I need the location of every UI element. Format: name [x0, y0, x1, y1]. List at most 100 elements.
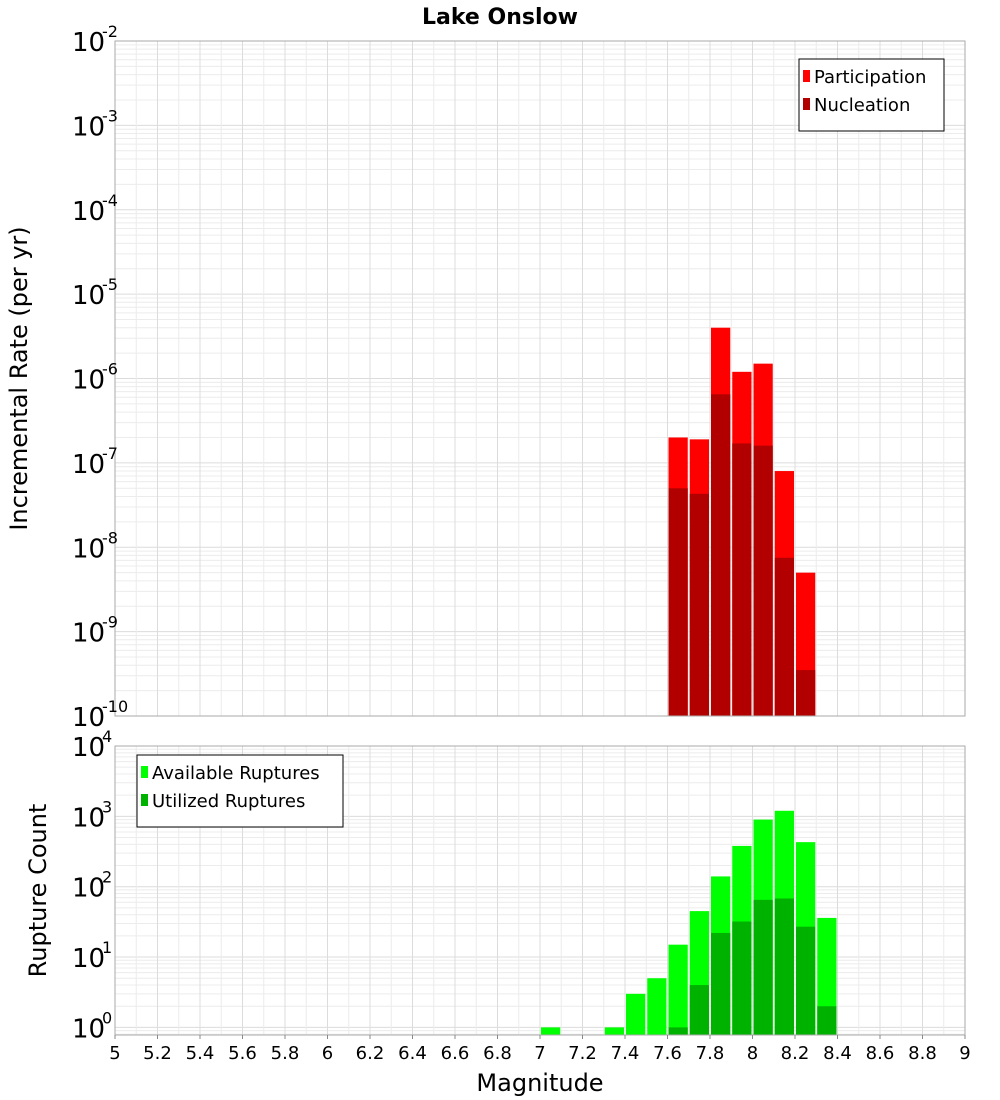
x-tick-label: 7.8	[696, 1043, 725, 1064]
top-plot-frame	[114, 40, 966, 717]
x-tick-label: 8	[747, 1043, 758, 1064]
tick-base: 10	[72, 944, 105, 974]
tick-exponent: -2	[102, 22, 118, 41]
bottom-bar-utilized-ruptures	[774, 898, 794, 1035]
x-tick-label: 9	[959, 1043, 970, 1064]
tick-exponent: -3	[102, 106, 118, 125]
tick-base: 10	[72, 281, 105, 311]
tick-base: 10	[72, 28, 105, 58]
bottom-bar-available-ruptures	[647, 978, 667, 1035]
x-tick-label: 6.4	[398, 1043, 427, 1064]
bottom-y-tick-label: 102	[72, 868, 112, 904]
tick-base: 10	[72, 534, 105, 564]
tick-exponent: 1	[102, 938, 112, 957]
top-y-axis-label: Incremental Rate (per yr)	[5, 226, 33, 530]
bottom-y-tick-label: 103	[72, 797, 112, 833]
top-gridlines	[114, 40, 966, 717]
top-bar-nucleation	[774, 557, 794, 716]
bottom-bar-available-ruptures	[604, 1027, 624, 1035]
top-bars	[668, 327, 816, 716]
tick-base: 10	[72, 366, 105, 396]
bottom-legend-label: Available Ruptures	[152, 763, 320, 784]
tick-exponent: -5	[102, 275, 118, 294]
top-y-tick-label: 10-5	[72, 275, 118, 311]
tick-base: 10	[72, 733, 105, 763]
tick-exponent: -8	[102, 528, 118, 547]
top-bar-nucleation	[753, 445, 773, 716]
tick-exponent: -10	[102, 697, 128, 716]
x-tick-label: 5.8	[271, 1043, 300, 1064]
bottom-bar-available-ruptures	[626, 993, 646, 1035]
bottom-bar-utilized-ruptures	[732, 921, 752, 1035]
x-tick-label: 8.2	[781, 1043, 810, 1064]
x-tick-label: 5.4	[186, 1043, 215, 1064]
tick-exponent: -6	[102, 360, 118, 379]
top-legend-label: Nucleation	[814, 95, 910, 116]
tick-exponent: 0	[102, 1008, 112, 1027]
bottom-y-tick-label: 101	[72, 938, 112, 974]
x-tick-label: 8.4	[823, 1043, 852, 1064]
bottom-legend: Available Ruptures Utilized Ruptures	[136, 754, 344, 828]
tick-base: 10	[72, 619, 105, 649]
x-tick-label: 6.6	[441, 1043, 470, 1064]
bottom-y-tick-label: 104	[72, 727, 112, 763]
tick-base: 10	[72, 1014, 105, 1044]
bottom-bar-utilized-ruptures	[689, 985, 709, 1035]
bottom-y-axis-label: Rupture Count	[24, 804, 52, 978]
top-bar-nucleation	[668, 488, 688, 716]
tick-exponent: 4	[102, 727, 112, 746]
top-y-tick-label: 10-10	[72, 697, 128, 733]
x-tick-label: 7.2	[568, 1043, 597, 1064]
top-y-tick-label: 10-9	[72, 613, 118, 649]
top-bar-nucleation	[732, 443, 752, 716]
tick-exponent: -7	[102, 444, 118, 463]
x-tick-label: 5.2	[143, 1043, 172, 1064]
bottom-bar-utilized-ruptures	[753, 899, 773, 1035]
top-bar-nucleation	[689, 493, 709, 716]
top-y-tick-label: 10-6	[72, 360, 118, 396]
bottom-bar-available-ruptures	[817, 917, 837, 1035]
tick-base: 10	[72, 112, 105, 142]
top-y-tick-label: 10-4	[72, 191, 118, 227]
top-legend-label: Participation	[814, 67, 926, 88]
top-y-tick-label: 10-7	[72, 444, 118, 480]
bottom-legend-swatch	[141, 794, 148, 806]
tick-exponent: 2	[102, 868, 112, 887]
bottom-bars	[541, 810, 837, 1035]
x-tick-label: 6.2	[356, 1043, 385, 1064]
top-y-tick-label: 10-2	[72, 22, 118, 58]
bottom-bar-utilized-ruptures	[796, 926, 816, 1035]
bottom-bar-utilized-ruptures	[668, 1027, 688, 1035]
bottom-legend-swatch	[141, 766, 148, 778]
x-tick-label: 8.8	[908, 1043, 937, 1064]
top-legend-swatch	[803, 70, 810, 82]
chart-title: Lake Onslow	[422, 5, 578, 30]
x-tick-label: 6	[322, 1043, 333, 1064]
bottom-bar-utilized-ruptures	[817, 1006, 837, 1035]
top-legend-box	[798, 58, 945, 132]
bottom-bar-utilized-ruptures	[711, 932, 731, 1035]
tick-base: 10	[72, 197, 105, 227]
tick-exponent: -9	[102, 613, 118, 632]
x-tick-label: 5	[109, 1043, 120, 1064]
bottom-legend-label: Utilized Ruptures	[152, 791, 305, 812]
tick-base: 10	[72, 803, 105, 833]
x-tick-label: 7.4	[611, 1043, 640, 1064]
x-axis-label: Magnitude	[476, 1069, 603, 1097]
tick-base: 10	[72, 874, 105, 904]
tick-exponent: 3	[102, 797, 112, 816]
top-y-tick-label: 10-3	[72, 106, 118, 142]
tick-exponent: -4	[102, 191, 118, 210]
top-y-tick-label: 10-8	[72, 528, 118, 564]
top-legend: Participation Nucleation	[798, 58, 945, 132]
top-bar-nucleation	[796, 670, 816, 716]
x-tick-label: 7.6	[653, 1043, 682, 1064]
bottom-legend-box	[136, 754, 344, 828]
x-tick-label: 8.6	[866, 1043, 895, 1064]
x-tick-label: 6.8	[483, 1043, 512, 1064]
